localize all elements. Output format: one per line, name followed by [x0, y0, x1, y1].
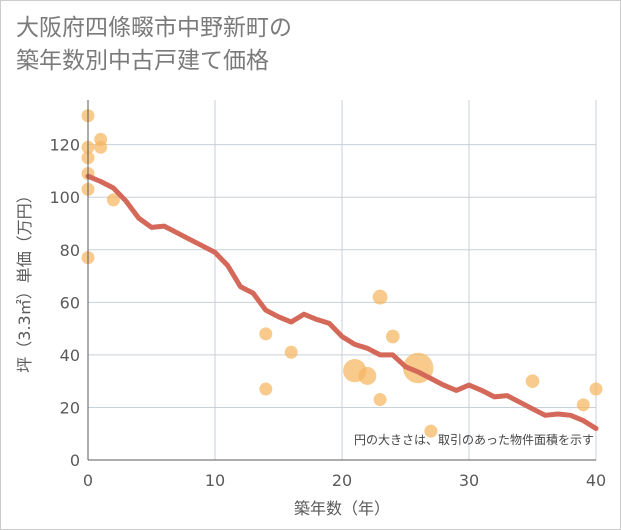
y-tick-label: 100 [49, 188, 80, 207]
y-tick-label: 80 [60, 241, 80, 260]
y-tick-label: 60 [60, 293, 80, 312]
y-axis-title: 坪（3.3㎡）単価（万円） [15, 187, 34, 372]
bubble-point [373, 393, 387, 407]
chart-title-line1: 大阪府四條畷市中野新町の [16, 15, 292, 41]
x-tick-label: 20 [332, 471, 352, 490]
bubble-point [372, 289, 388, 305]
y-tick-label: 0 [70, 451, 80, 470]
bubble-point [424, 424, 438, 438]
chart-title: 大阪府四條畷市中野新町の 築年数別中古戸建て価格 [16, 12, 606, 78]
x-axis-title: 築年数（年） [294, 499, 390, 518]
chart-note: 円の大きさは、取引のあった物件面積を示す [354, 432, 594, 447]
bubble-point [385, 329, 400, 344]
y-tick-label: 40 [60, 346, 80, 365]
grid [88, 100, 597, 460]
bubble-point [94, 140, 108, 154]
bubble-point [284, 345, 298, 359]
bubble-point [259, 382, 273, 396]
x-tick-label: 0 [83, 471, 93, 490]
axes [87, 100, 596, 461]
bubble-point [576, 398, 590, 412]
x-tick-label: 30 [459, 471, 479, 490]
chart-title-line2: 築年数別中古戸建て価格 [16, 48, 269, 74]
average-price-line [85, 173, 599, 431]
tick-labels: 0 20 40 60 80 100 120 0 10 20 30 40 [49, 136, 606, 490]
y-tick-label: 120 [49, 136, 80, 155]
bubble-point [589, 382, 603, 396]
bubble-point [259, 327, 273, 341]
bubble-point [106, 193, 120, 207]
x-tick-label: 10 [205, 471, 225, 490]
y-tick-label: 20 [60, 398, 80, 417]
bubble-point [358, 366, 377, 385]
x-tick-label: 40 [586, 471, 606, 490]
average-line-series [85, 173, 599, 431]
bubble-point [525, 374, 540, 388]
